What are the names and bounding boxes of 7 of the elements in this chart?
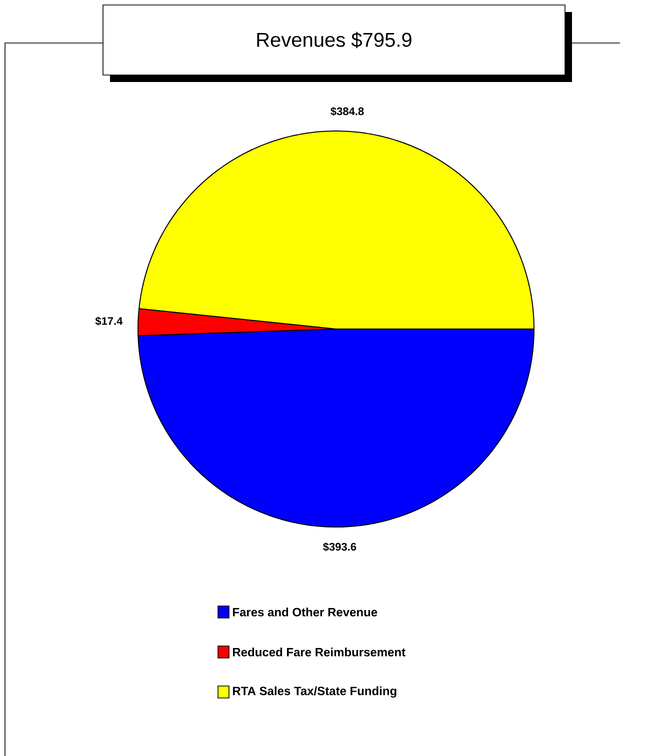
- legend-label: RTA Sales Tax/State Funding: [233, 686, 396, 698]
- legend-label: Fares and Other Revenue: [233, 608, 378, 616]
- data-label: $384.8: [330, 106, 364, 116]
- data-label: $17.4: [95, 316, 123, 326]
- data-label: $393.6: [323, 542, 356, 552]
- chart-title: Revenues $795.9: [257, 32, 412, 48]
- legend-label: Reduced Fare Reimbursement: [233, 648, 406, 656]
